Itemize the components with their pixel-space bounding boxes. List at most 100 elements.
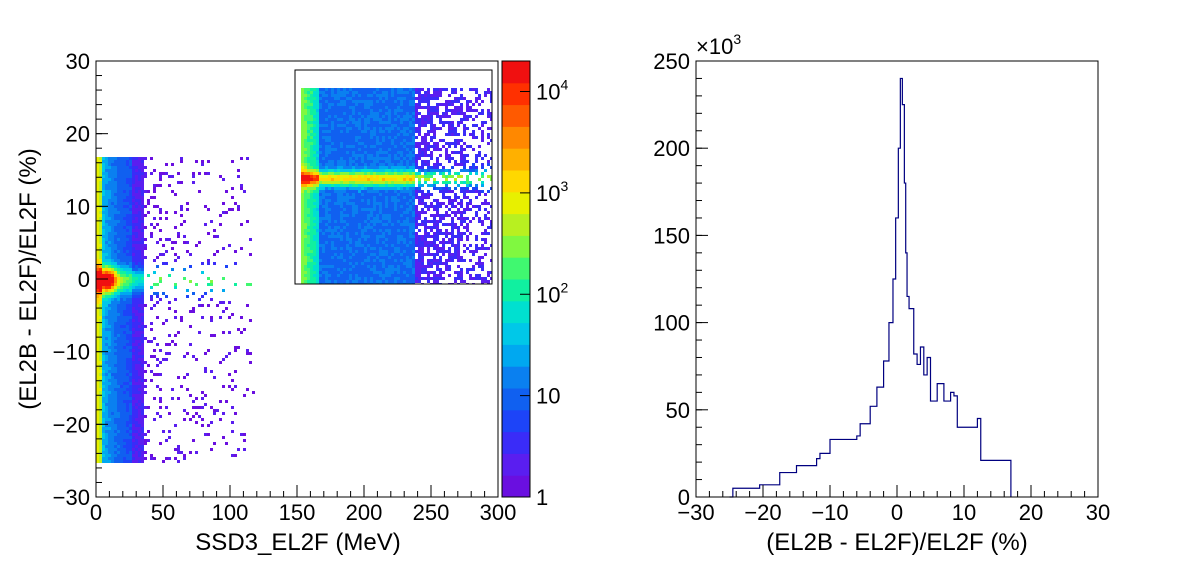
heatmap-inset-cell [406,172,409,175]
heatmap-inset-cell [412,163,415,166]
heatmap-inset-cell [358,214,361,217]
heatmap-cell [132,220,135,223]
heatmap-inset-cell [424,244,427,247]
heatmap-cell [120,316,123,319]
heatmap-cell [96,208,99,211]
heatmap-inset-cell [349,238,352,241]
heatmap-cell [147,199,150,202]
heatmap-inset-cell [358,91,361,94]
heatmap-inset-cell [313,232,316,235]
heatmap-inset-cell [316,133,319,136]
heatmap-cell [129,391,132,394]
heatmap-inset-cell [394,229,397,232]
heatmap-inset-cell [319,226,322,229]
heatmap-cell [114,292,117,295]
heatmap-cell [102,310,105,313]
heatmap-cell [129,301,132,304]
heatmap-inset-cell [430,226,433,229]
heatmap-inset-cell [361,178,364,181]
heatmap-inset-cell [415,145,418,148]
heatmap-inset-cell [412,265,415,268]
heatmap-cell [141,199,144,202]
heatmap-cell [129,202,132,205]
heatmap-inset-cell [445,148,448,151]
heatmap-inset-cell [337,217,340,220]
heatmap-cell [117,286,120,289]
heatmap-cell [102,220,105,223]
heatmap-inset-cell [301,265,304,268]
heatmap-inset-cell [310,265,313,268]
heatmap-inset-cell [328,280,331,283]
heatmap-inset-cell [343,127,346,130]
heatmap-inset-cell [424,151,427,154]
heatmap-inset-cell [307,121,310,124]
heatmap-inset-cell [376,190,379,193]
heatmap-inset-cell [322,184,325,187]
heatmap-cell [138,250,141,253]
heatmap-inset-cell [400,166,403,169]
heatmap-inset-cell [355,121,358,124]
heatmap-inset-cell [382,169,385,172]
heatmap-inset-cell [382,259,385,262]
heatmap-inset-cell [391,163,394,166]
heatmap-inset-cell [382,229,385,232]
heatmap-cell [174,253,177,256]
heatmap-inset-cell [346,148,349,151]
heatmap-cell [210,316,213,319]
heatmap-inset-cell [391,235,394,238]
heatmap-inset-cell [412,247,415,250]
heatmap-cell [156,295,159,298]
heatmap-cell [111,397,114,400]
heatmap-cell [120,295,123,298]
heatmap-inset-cell [397,157,400,160]
heatmap-inset-cell [343,187,346,190]
heatmap-cell [96,358,99,361]
heatmap-inset-cell [370,118,373,121]
heatmap-cell [96,226,99,229]
heatmap-inset-cell [427,172,430,175]
heatmap-inset-cell [370,208,373,211]
heatmap-cell [120,292,123,295]
heatmap-cell [105,217,108,220]
heatmap-cell [102,367,105,370]
heatmap-cell [213,229,216,232]
heatmap-inset-cell [403,271,406,274]
heatmap-inset-cell [382,145,385,148]
heatmap-cell [132,391,135,394]
heatmap-inset-cell [346,169,349,172]
heatmap-cell [150,379,153,382]
heatmap-cell [111,253,114,256]
heatmap-inset-cell [406,166,409,169]
heatmap-cell [111,454,114,457]
heatmap-inset-cell [424,139,427,142]
heatmap-cell [126,415,129,418]
heatmap-inset-cell [397,223,400,226]
heatmap-inset-cell [352,223,355,226]
heatmap-inset-cell [301,208,304,211]
heatmap-inset-cell [346,217,349,220]
heatmap-cell [96,262,99,265]
heatmap-cell [153,355,156,358]
heatmap-cell [246,220,249,223]
heatmap-inset-cell [346,241,349,244]
heatmap-cell [138,301,141,304]
heatmap-inset-cell [337,190,340,193]
heatmap-inset-cell [385,178,388,181]
heatmap-inset-cell [328,250,331,253]
heatmap-cell [102,271,105,274]
heatmap-inset-cell [337,223,340,226]
heatmap-inset-cell [343,265,346,268]
heatmap-cell [96,289,99,292]
heatmap-cell [108,286,111,289]
heatmap-cell [132,319,135,322]
heatmap-inset-cell [391,160,394,163]
heatmap-inset-cell [313,136,316,139]
heatmap-cell [195,283,198,286]
heatmap-inset-cell [304,235,307,238]
heatmap-inset-cell [322,208,325,211]
heatmap-inset-cell [304,112,307,115]
heatmap-inset-cell [424,133,427,136]
heatmap-cell [129,427,132,430]
heatmap-inset-cell [406,196,409,199]
heatmap-inset-cell [412,229,415,232]
